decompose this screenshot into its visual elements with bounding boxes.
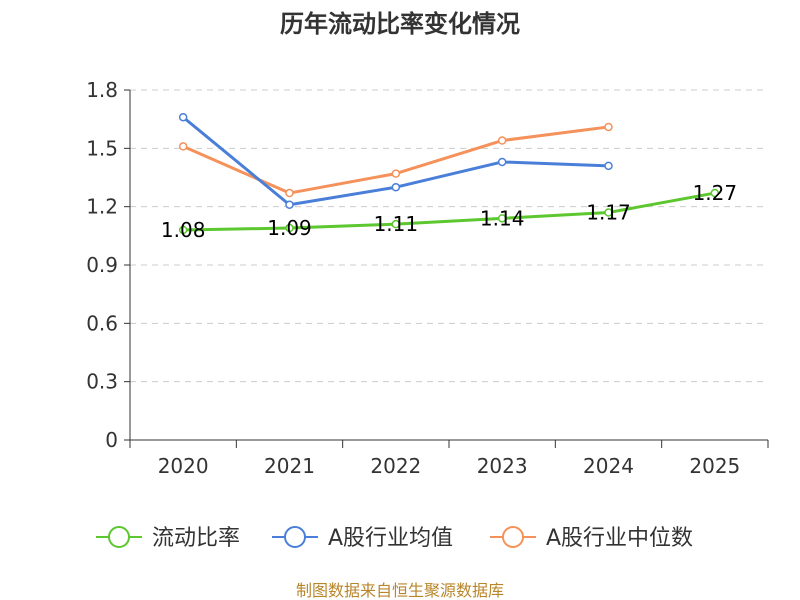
y-axis-ticks: 0 0.3 0.6 0.9 1.2 1.5 1.8 [86,78,130,452]
point-industry_avg[interactable] [285,200,294,209]
point-current[interactable] [178,225,188,235]
x-tick-label: 2020 [158,454,209,478]
series-lines [182,116,716,232]
chart-title: 历年流动比率变化情况 [280,10,520,38]
legend-item-current[interactable]: 流动比率 [96,526,240,551]
legend-item-industry_avg[interactable]: A股行业均值 [272,526,453,551]
point-industry_median[interactable] [178,142,188,151]
point-industry_median[interactable] [391,169,401,178]
legend-label: A股行业中位数 [546,526,693,551]
data-label: 1.11 [374,212,419,236]
data-label: 1.17 [586,201,631,225]
data-labels: 1.08 1.09 1.11 1.14 1.17 1.27 [161,181,737,242]
point-current[interactable] [710,188,720,198]
point-industry_median[interactable] [497,136,507,145]
point-current[interactable] [285,223,294,233]
x-axis-ticks: 2020 2021 2022 2023 2024 2025 [129,440,769,478]
legend[interactable]: 流动比率 A股行业均值 A股行业中位数 [96,526,693,551]
data-label: 1.27 [693,181,738,205]
series-line-industry_avg [182,116,609,207]
data-label: 1.09 [267,216,312,240]
point-industry_avg[interactable] [604,161,613,171]
point-industry_median[interactable] [285,188,294,198]
point-current[interactable] [391,219,401,229]
point-current[interactable] [604,208,613,217]
source-note: 制图数据来自恒生聚源数据库 [296,581,504,600]
x-tick-label: 2022 [370,454,421,478]
gridlines [130,89,768,383]
y-tick-label: 1.8 [86,78,118,102]
legend-label: A股行业均值 [328,526,453,551]
legend-marker [284,526,306,548]
x-tick-label: 2021 [264,454,315,478]
y-tick-label: 1.5 [86,136,118,160]
legend-item-industry_median[interactable]: A股行业中位数 [490,526,693,551]
point-industry_avg[interactable] [391,182,401,192]
point-industry_median[interactable] [604,122,613,132]
legend-marker [108,526,130,548]
legend-label: 流动比率 [152,526,240,551]
y-tick-label: 0.9 [86,253,118,277]
y-tick-label: 0.3 [86,370,118,394]
legend-marker [502,526,524,548]
y-tick-label: 0.6 [86,311,118,335]
data-label: 1.14 [480,206,525,230]
data-label: 1.08 [161,218,206,242]
point-industry_avg[interactable] [178,112,188,122]
x-tick-label: 2023 [477,454,528,478]
series-points [178,112,720,235]
y-tick-label: 1.2 [86,195,118,219]
point-industry_avg[interactable] [497,157,507,167]
x-tick-label: 2024 [583,454,634,478]
series-line-current [183,191,716,232]
x-tick-label: 2025 [689,454,740,478]
point-current[interactable] [497,214,507,223]
y-tick-label: 0 [105,428,118,452]
